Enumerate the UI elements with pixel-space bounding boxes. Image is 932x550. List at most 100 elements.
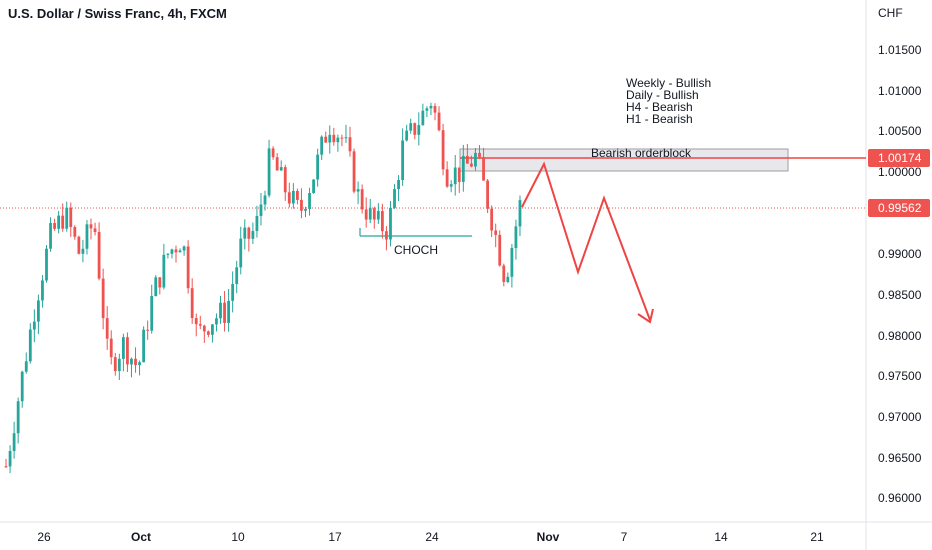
time-tick: 17: [328, 530, 342, 544]
price-tick: 0.96000: [878, 491, 922, 505]
candle-body: [263, 195, 267, 205]
orderblock-zone[interactable]: [459, 148, 789, 172]
candle-body: [328, 134, 332, 143]
candle-body: [255, 216, 259, 232]
time-tick: 14: [714, 530, 728, 544]
candle-body: [227, 300, 231, 323]
candle-body: [441, 130, 445, 170]
candle-body: [417, 125, 421, 135]
candle-body: [61, 215, 65, 229]
candle-body: [413, 123, 417, 135]
candle-body: [518, 200, 522, 227]
candle-body: [510, 248, 514, 277]
candle-body: [211, 324, 214, 335]
candle-body: [401, 140, 405, 181]
candle-body: [113, 357, 117, 372]
price-tick: 0.98000: [878, 329, 922, 343]
candle-body: [267, 148, 271, 196]
choch-label: CHOCH: [394, 243, 438, 257]
candle-body: [453, 167, 457, 185]
candle-body: [385, 231, 388, 240]
candle-body: [138, 362, 141, 366]
candle-body: [312, 179, 315, 194]
candle-body: [368, 208, 372, 220]
candle-body: [142, 329, 146, 363]
current-price-text: 0.99562: [878, 201, 922, 215]
candle-body: [279, 167, 283, 171]
candle-body: [154, 277, 158, 297]
price-tick: 0.97000: [878, 410, 922, 424]
price-tick: 1.00500: [878, 124, 922, 138]
candle-body: [53, 223, 56, 229]
price-tick: 0.96500: [878, 451, 922, 465]
candle-body: [251, 231, 255, 239]
currency-label: CHF: [878, 6, 903, 20]
candle-body: [304, 208, 307, 211]
time-axis: 26 Oct 10 17 24 Nov 7 14 21: [37, 530, 824, 544]
candle-body: [308, 193, 311, 209]
candle-body: [162, 254, 166, 288]
candle-body: [474, 152, 477, 167]
candle-body: [409, 123, 413, 131]
candle-body: [28, 329, 32, 362]
candle-body: [93, 228, 97, 233]
candle-body: [198, 324, 202, 326]
candle-body: [239, 238, 243, 268]
candle-body: [20, 371, 24, 402]
candle-body: [478, 152, 481, 158]
candle-body: [243, 227, 247, 239]
price-tick: 0.99000: [878, 247, 922, 261]
candle-body: [89, 224, 93, 229]
candle-body: [465, 155, 469, 164]
candle-body: [486, 180, 490, 209]
candle-body: [231, 284, 235, 301]
time-tick: 10: [231, 530, 245, 544]
time-tick: 7: [621, 530, 628, 544]
bias-h4: H4 - Bearish: [626, 100, 693, 114]
time-tick: Nov: [537, 530, 560, 544]
candle-body: [130, 358, 133, 365]
candle-body: [170, 249, 174, 254]
candle-body: [36, 300, 40, 322]
bias-weekly: Weekly - Bullish: [626, 76, 711, 90]
candle-body: [502, 265, 506, 282]
candle-body: [57, 215, 61, 229]
candle-body: [506, 276, 510, 282]
candle-body: [16, 401, 20, 434]
price-tick: 0.98500: [878, 288, 922, 302]
candle-body: [190, 288, 194, 319]
candle-body: [215, 318, 218, 325]
candles: [4, 102, 522, 474]
candle-body: [223, 302, 226, 323]
candle-body: [429, 105, 433, 109]
candle-body: [514, 226, 518, 249]
time-tick: Oct: [131, 530, 151, 544]
candle-body: [332, 134, 336, 143]
candle-body: [291, 190, 295, 204]
candle-body: [376, 211, 380, 220]
candle-body: [393, 189, 396, 208]
candle-body: [405, 130, 409, 141]
candle-body: [364, 209, 368, 220]
candle-body: [219, 302, 222, 319]
candle-body: [445, 169, 449, 187]
candle-body: [275, 157, 279, 171]
candle-body: [146, 329, 150, 331]
candle-body: [73, 226, 77, 237]
candle-body: [259, 204, 263, 217]
candle-body: [8, 450, 12, 467]
candle-body: [397, 180, 400, 190]
candle-body: [4, 466, 8, 468]
candle-body: [32, 321, 36, 330]
bias-daily: Daily - Bullish: [626, 88, 699, 102]
candle-body: [287, 192, 291, 204]
candle-body: [117, 358, 121, 372]
candle-body: [490, 208, 494, 231]
projection-arrow-head: [637, 308, 654, 324]
candle-body: [194, 318, 198, 325]
candle-body: [449, 184, 453, 187]
candle-body: [425, 108, 429, 111]
candle-body: [457, 167, 461, 182]
candle-body: [320, 136, 324, 155]
